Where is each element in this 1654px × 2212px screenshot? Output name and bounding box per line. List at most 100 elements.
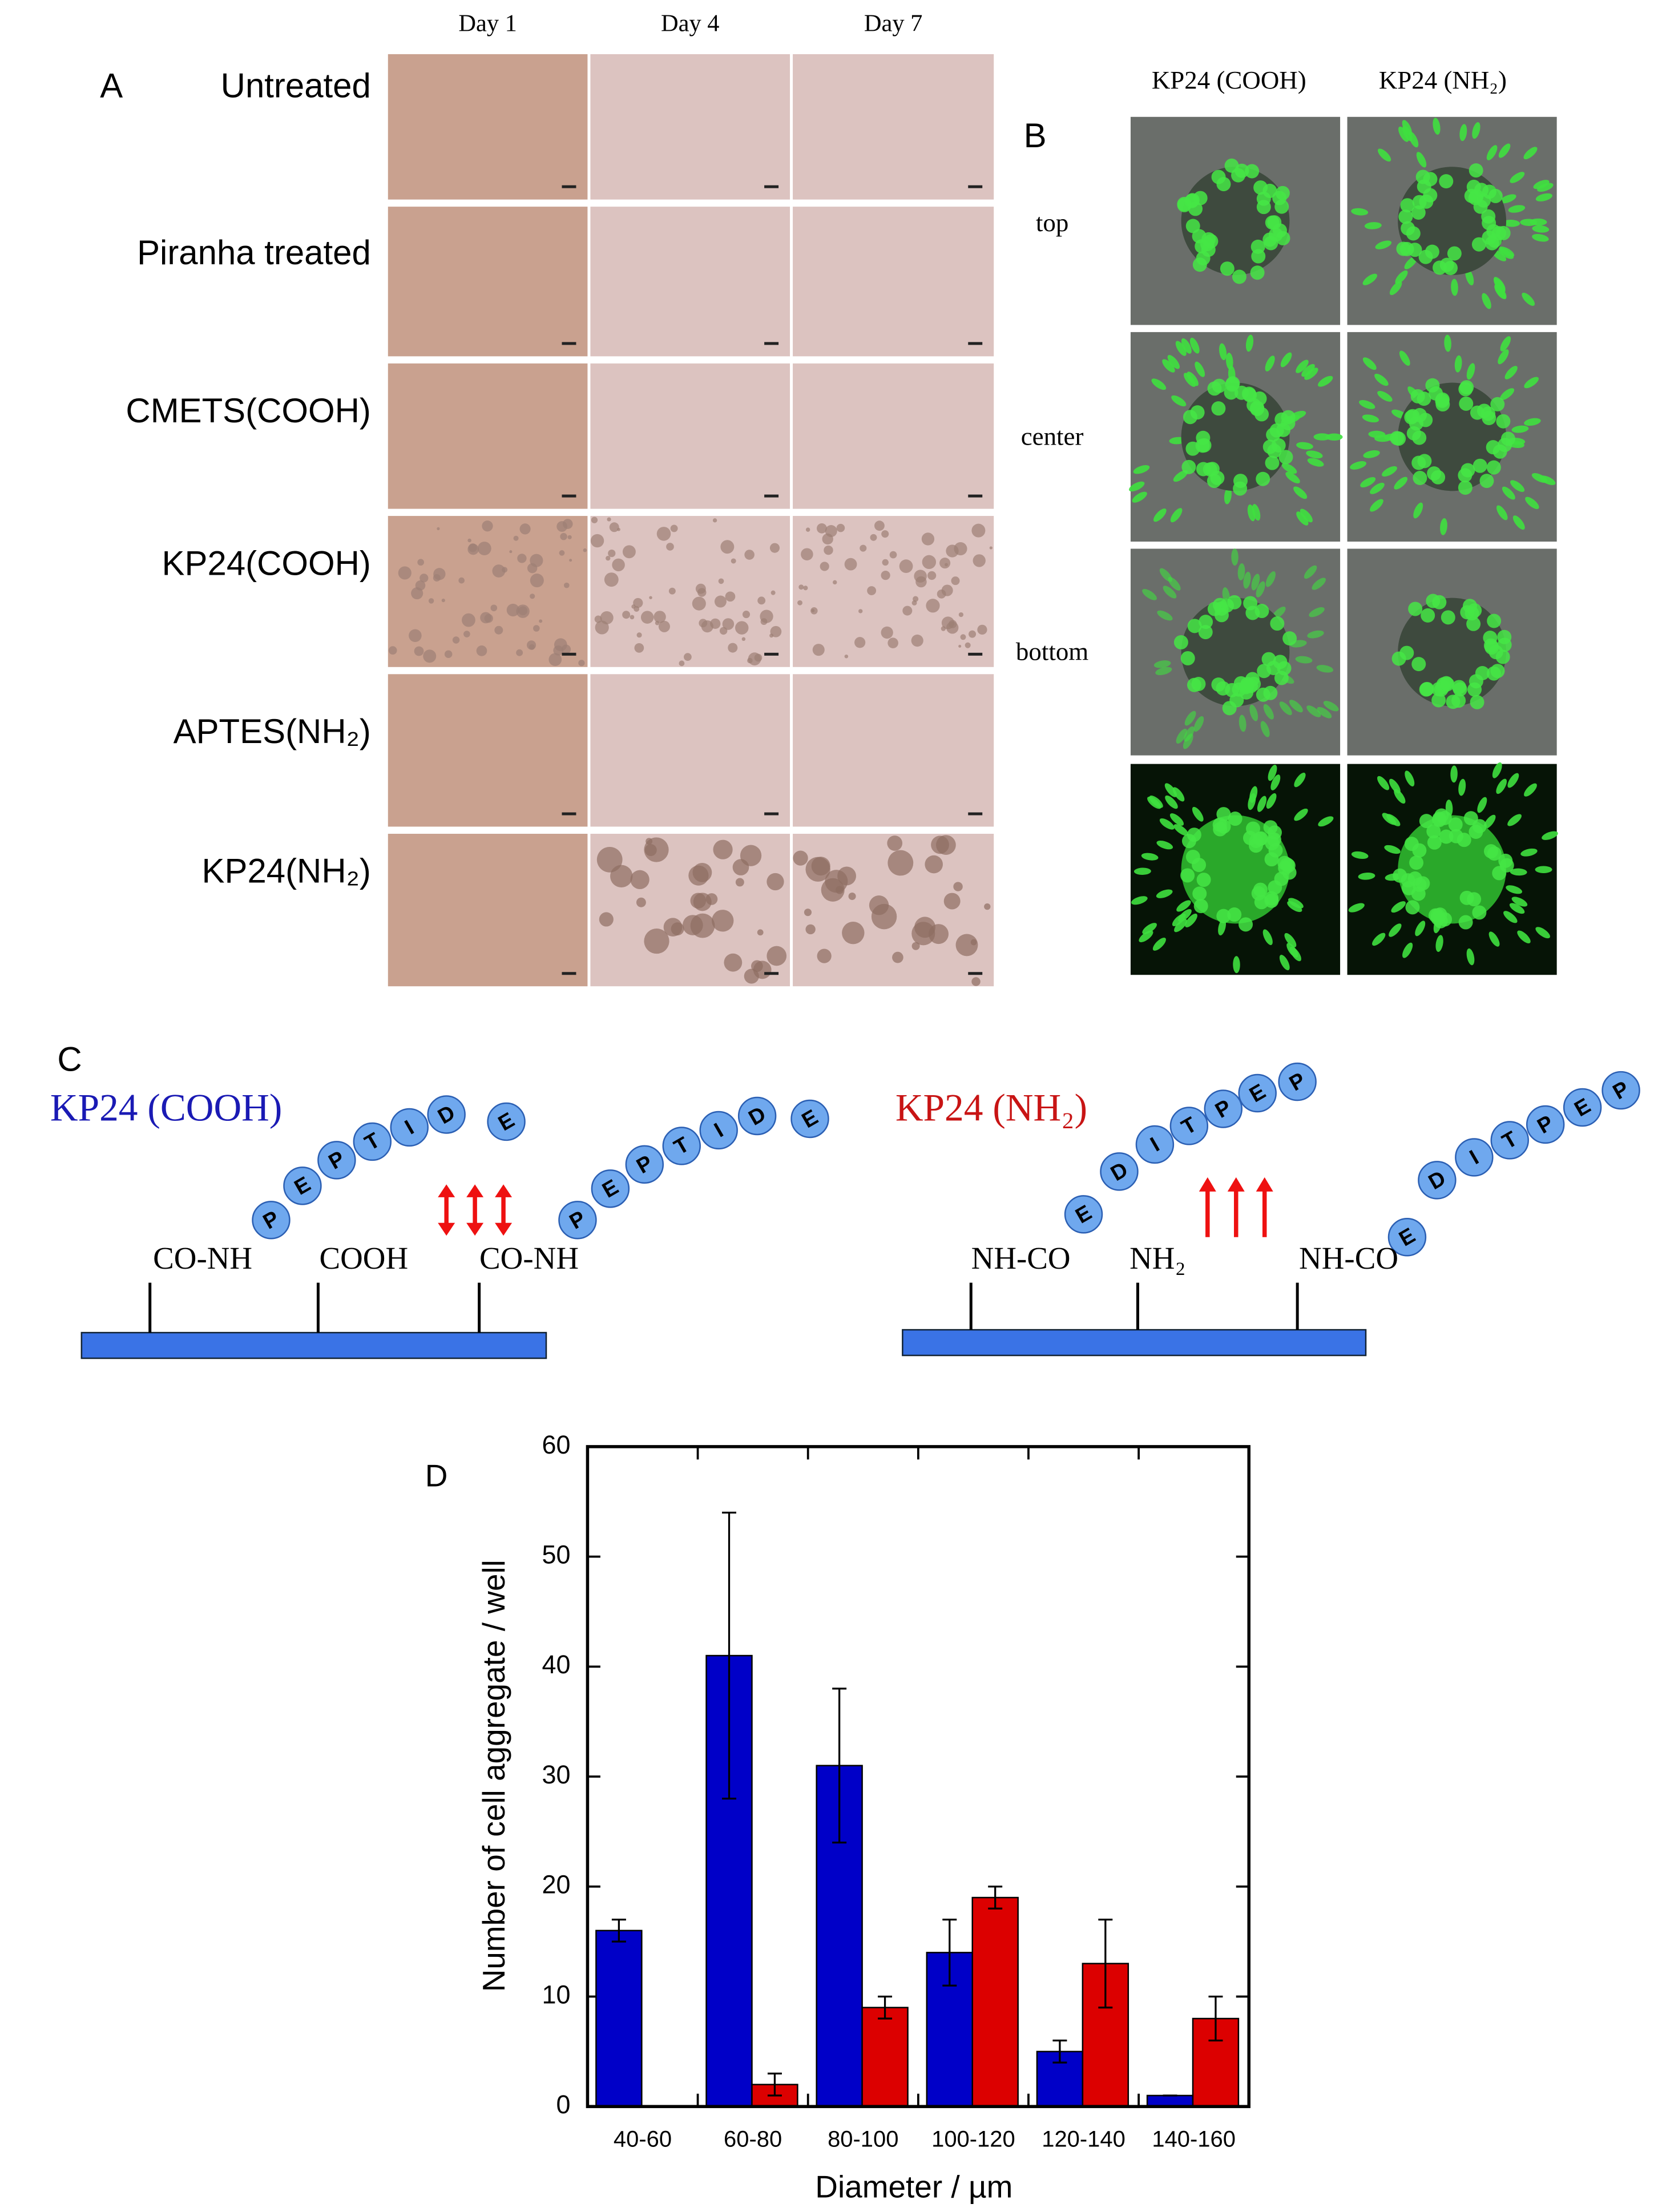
cell-aggregate — [713, 839, 733, 859]
panel-label: B — [1024, 116, 1047, 155]
cell — [1466, 616, 1481, 631]
cell — [1229, 693, 1244, 708]
cell — [1251, 249, 1266, 264]
cell-aggregate — [958, 612, 964, 617]
bar — [595, 1930, 643, 2108]
cell — [1483, 631, 1498, 645]
cell — [1459, 396, 1474, 411]
cell — [1351, 851, 1369, 859]
cell — [1487, 613, 1502, 628]
cell — [1274, 671, 1289, 685]
cell-aggregate — [516, 604, 530, 618]
cell-aggregate — [509, 550, 513, 554]
cell — [1530, 218, 1547, 226]
cell — [1405, 770, 1415, 786]
cell — [1293, 486, 1308, 499]
cell-aggregate — [494, 625, 503, 635]
cell — [1172, 787, 1185, 802]
cell — [1487, 846, 1502, 861]
cell-aggregate — [553, 645, 563, 656]
cell — [1405, 900, 1420, 915]
cell — [1256, 581, 1265, 598]
cell — [1503, 219, 1520, 227]
cell — [1498, 349, 1509, 365]
cell — [1252, 831, 1267, 846]
scale-bar — [968, 972, 983, 975]
cell — [1382, 813, 1397, 825]
cell — [1184, 726, 1195, 742]
scale-bar — [968, 494, 983, 498]
cell-aggregate — [516, 649, 523, 656]
cell-aggregate — [444, 650, 453, 659]
cell-aggregate — [725, 591, 736, 602]
cell-aggregate — [804, 909, 812, 917]
scale-bar — [764, 185, 779, 188]
cell — [1370, 482, 1385, 494]
y-tick-label: 60 — [542, 1430, 570, 1459]
cell-aggregate — [770, 625, 782, 637]
cell — [1466, 948, 1475, 966]
cell-aggregate — [419, 574, 429, 583]
cell-aggregate — [816, 523, 827, 534]
cell — [1364, 222, 1382, 229]
cell-aggregate — [663, 918, 683, 937]
cell — [1411, 455, 1426, 470]
cell-aggregate — [811, 857, 830, 876]
y-tick-label: 50 — [542, 1540, 570, 1569]
cell — [1507, 773, 1519, 788]
cell-aggregate — [833, 580, 837, 585]
cell — [1195, 361, 1205, 377]
cell — [1448, 817, 1463, 832]
cell — [1362, 273, 1378, 285]
peptide-bead — [1238, 1073, 1277, 1113]
peptide-bead — [317, 1141, 356, 1180]
cell-aggregate — [870, 534, 877, 541]
error-bar — [988, 1886, 1003, 1910]
cell-aggregate — [567, 535, 572, 539]
cell — [1486, 460, 1501, 475]
error-bar — [1052, 2039, 1067, 2064]
scale-bar — [562, 972, 576, 975]
cell — [1391, 901, 1406, 913]
cell — [1458, 382, 1473, 397]
cell — [1301, 364, 1315, 377]
cell — [1325, 433, 1343, 441]
cell — [1523, 147, 1538, 160]
cell — [1435, 935, 1443, 952]
cell-aggregate — [767, 873, 784, 891]
cell — [1500, 194, 1516, 204]
cell-aggregate — [529, 644, 535, 650]
cell — [1193, 716, 1204, 732]
cell — [1504, 366, 1518, 380]
cell — [1467, 603, 1482, 618]
micrograph — [590, 207, 790, 357]
peptide-bead — [699, 1111, 738, 1150]
cell — [1169, 813, 1184, 826]
cell — [1499, 858, 1514, 873]
cell — [1192, 858, 1207, 873]
cell — [1317, 707, 1332, 719]
cell — [1141, 853, 1159, 861]
error-bar — [611, 1918, 626, 1943]
cell-aggregate — [492, 564, 506, 578]
cell — [1261, 652, 1276, 667]
cell — [1411, 205, 1426, 220]
peptide-bead — [558, 1201, 597, 1240]
cell — [1502, 486, 1515, 500]
cell-aggregate — [803, 586, 808, 591]
cell — [1492, 762, 1502, 778]
cell-aggregate — [965, 642, 971, 648]
peptide-bead — [1563, 1088, 1602, 1127]
cell — [1525, 497, 1539, 509]
cell-aggregate — [836, 523, 845, 532]
cell — [1458, 915, 1473, 930]
cell-aggregate — [409, 629, 422, 643]
scheme-title: KP24 (NH₂) — [895, 1086, 1087, 1129]
micrograph — [388, 207, 588, 357]
cell — [1233, 956, 1240, 974]
cell-aggregate — [922, 555, 937, 570]
cell — [1207, 602, 1222, 616]
cell-aggregate — [824, 545, 833, 555]
cell-aggregate — [644, 844, 657, 857]
cell — [1279, 955, 1290, 971]
